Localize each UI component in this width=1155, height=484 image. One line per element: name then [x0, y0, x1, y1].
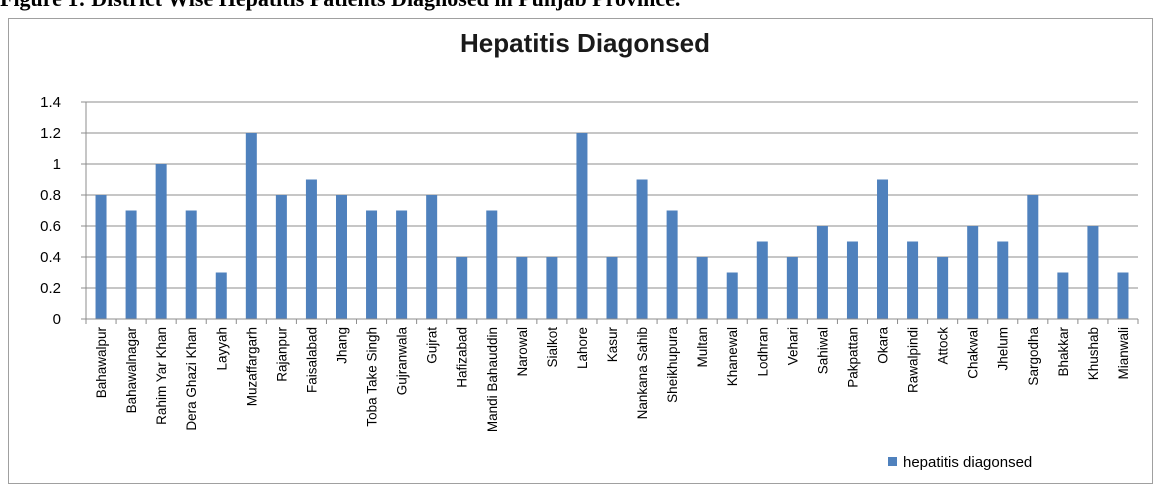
bar-okara: [877, 179, 889, 319]
x-tick-label: Chakwal: [966, 327, 981, 379]
bar-chakwal: [967, 226, 979, 319]
chart-title: Hepatitis Diagonsed: [460, 28, 710, 58]
x-tick-label: Jhelum: [996, 327, 1011, 371]
x-tick-label: Mianwali: [1116, 327, 1131, 380]
x-tick-label: Okara: [876, 327, 891, 364]
bar-sahiwal: [816, 226, 828, 319]
x-tick-label: Rahim Yar Khan: [154, 327, 169, 425]
bar-jhang: [335, 195, 347, 319]
x-tick-label: Sahiwal: [815, 327, 830, 374]
bar-muzaffargarh: [245, 133, 257, 319]
axes: [85, 102, 1139, 324]
bar-lahore: [576, 133, 588, 319]
legend: hepatitis diagonsed: [888, 454, 1032, 471]
bar-mandi-bahauddin: [486, 210, 498, 319]
x-tick-label: Bahawalpur: [94, 326, 109, 398]
bar-mianwali: [1117, 272, 1129, 319]
x-tick-label: Faisalabad: [304, 327, 319, 393]
y-tick-label: 0.4: [40, 249, 61, 266]
bar-sheikhupura: [666, 210, 678, 319]
bar-kasur: [606, 257, 618, 319]
x-tick-label: Mandi Bahauddin: [485, 327, 500, 432]
x-tick-label: Khushab: [1086, 327, 1101, 380]
x-tick-label: Sheikhupura: [665, 327, 680, 403]
bar-khanewal: [726, 272, 738, 319]
y-axis-ticks: 0 0.2 0.4 0.6 0.8 1 1.2 1.4: [40, 94, 86, 328]
bar-bahawalnagar: [125, 210, 137, 319]
y-tick-label: 1.4: [40, 94, 61, 111]
y-tick-label: 1: [53, 156, 61, 173]
bar-sargodha: [1027, 195, 1039, 319]
bar-bahawalpur: [95, 195, 107, 319]
bar-dera-ghazi-khan: [185, 210, 197, 319]
legend-swatch: [888, 457, 897, 466]
bar-hafizabad: [456, 257, 468, 319]
figure-caption: Figure 1: District Wise Hepatitis Patien…: [0, 0, 1155, 16]
bar-lodhran: [756, 241, 768, 319]
y-tick-label: 0.8: [40, 187, 61, 204]
x-tick-label: Sargodha: [1026, 327, 1041, 386]
x-tick-label: Sialkot: [545, 327, 560, 368]
bar-narowal: [516, 257, 528, 319]
bar-pakpattan: [846, 241, 858, 319]
x-tick-label: Jhang: [334, 327, 349, 364]
x-tick-label: Attock: [936, 327, 951, 365]
x-tick-label: Lodhran: [755, 327, 770, 377]
bar-khushab: [1087, 226, 1099, 319]
bar-gujrat: [426, 195, 438, 319]
x-tick-label: Bahawalnagar: [124, 327, 139, 414]
bar-multan: [696, 257, 708, 319]
x-tick-label: Rawalpindi: [906, 327, 921, 393]
y-tick-label: 0.6: [40, 218, 61, 235]
x-tick-label: Gujrat: [425, 327, 440, 364]
x-tick-label: Bhakkar: [1056, 327, 1071, 377]
x-tick-label: Gujranwala: [395, 327, 410, 396]
y-tick-label: 0.2: [40, 280, 61, 297]
bar-vehari: [786, 257, 798, 319]
bar-toba-take-singh: [366, 210, 378, 319]
x-tick-label: Khanewal: [725, 327, 740, 386]
bar-jhelum: [997, 241, 1009, 319]
y-tick-label: 0: [53, 311, 61, 328]
bar-faisalabad: [305, 179, 317, 319]
bar-sialkot: [546, 257, 558, 319]
bar-rawalpindi: [907, 241, 919, 319]
bar-rajanpur: [275, 195, 287, 319]
x-tick-label: Dera Ghazi Khan: [184, 327, 199, 431]
bar-attock: [937, 257, 949, 319]
x-tick-label: Narowal: [515, 327, 530, 377]
legend-label: hepatitis diagonsed: [903, 454, 1032, 471]
x-tick-label: Rajanpur: [274, 327, 289, 382]
x-tick-label: Nankana Sahib: [635, 327, 650, 419]
x-tick-label: Multan: [695, 327, 710, 368]
x-tick-label: Muzaffargarh: [244, 327, 259, 406]
x-tick-label: Vehari: [785, 327, 800, 365]
bars: [95, 133, 1129, 319]
y-tick-label: 1.2: [40, 125, 61, 142]
bar-nankana-sahib: [636, 179, 648, 319]
x-tick-label: Lahore: [575, 327, 590, 369]
bar-bhakkar: [1057, 272, 1069, 319]
x-tick-label: Kasur: [605, 327, 620, 363]
x-tick-label: Layyah: [214, 327, 229, 371]
bar-layyah: [215, 272, 227, 319]
x-axis-ticks: Bahawalpur Bahawalnagar Rahim Yar Khan Dera…: [94, 326, 1131, 432]
bar-rahim-yar-khan: [155, 164, 167, 319]
x-tick-label: Hafizabad: [455, 327, 470, 388]
bar-gujranwala: [396, 210, 408, 319]
x-tick-label: Pakpattan: [845, 327, 860, 388]
x-tick-label: Toba Take Singh: [365, 327, 380, 427]
